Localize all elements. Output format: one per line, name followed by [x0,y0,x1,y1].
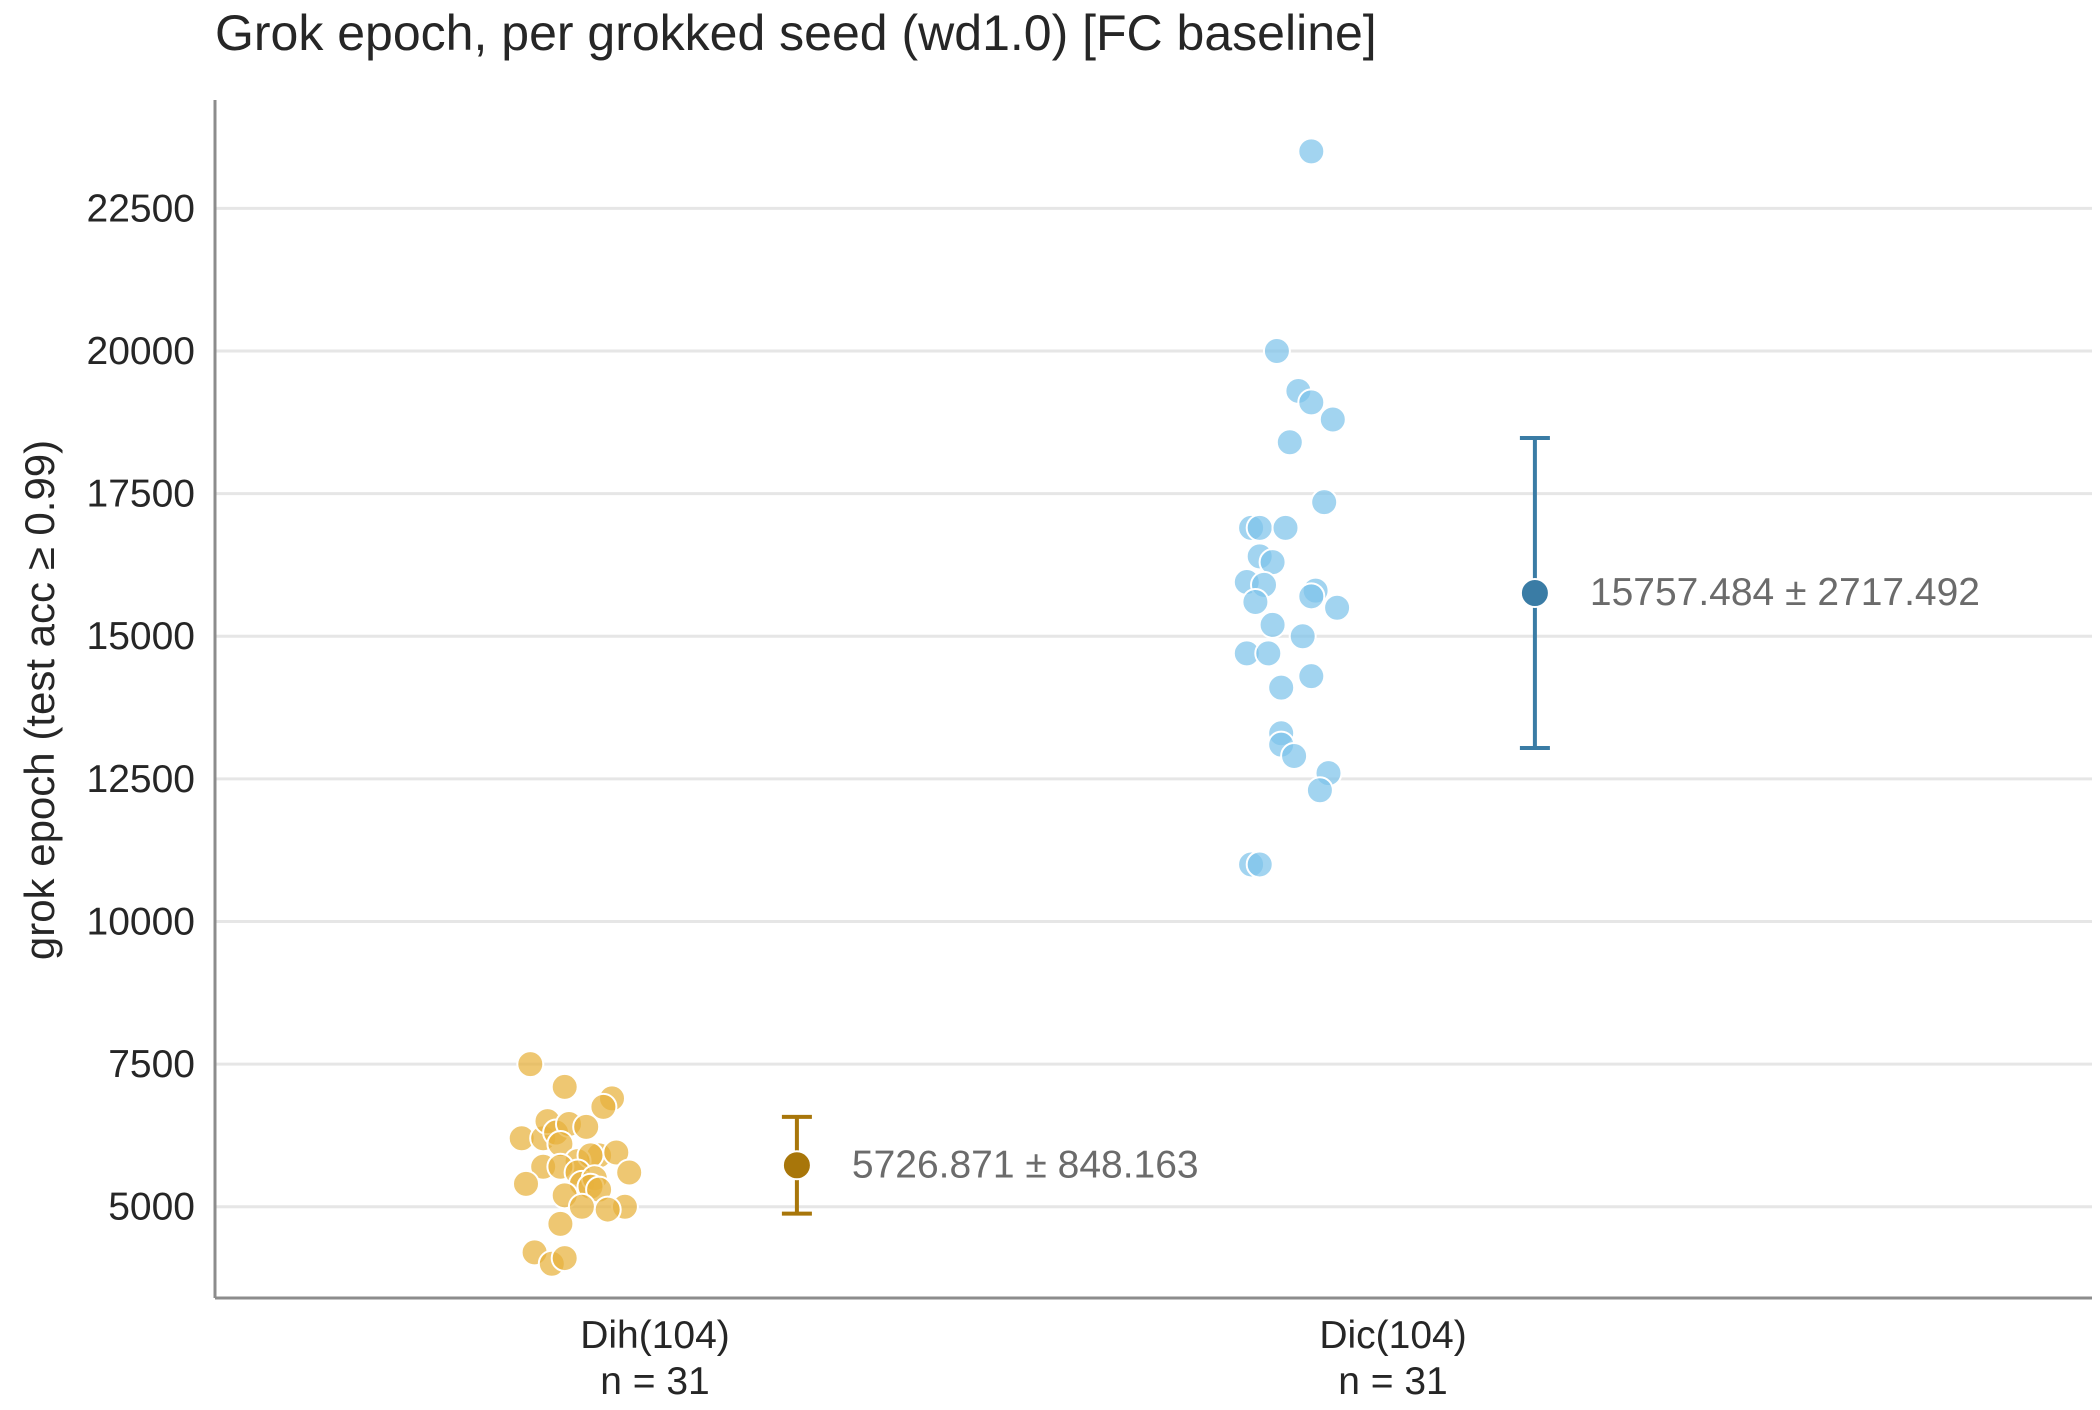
summary-annotation: 15757.484 ± 2717.492 [1590,571,1980,614]
data-point [1245,850,1274,879]
y-tick-label: 15000 [87,615,195,658]
summary-annotation: 5726.871 ± 848.163 [852,1143,1199,1186]
data-point [567,1192,596,1221]
data-point [1305,776,1334,805]
summary-errorbars: 5726.871 ± 848.163 15757.484 ± 2717.492 [781,436,1980,1216]
data-point [593,1195,622,1224]
data-point [1245,513,1274,542]
y-axis-label: grok epoch (test acc ≥ 0.99) [16,440,63,960]
data-point [1297,388,1326,417]
axes-spines [213,100,2092,1300]
data-point [572,1112,601,1141]
data-point [1258,610,1287,639]
y-tick-label: 17500 [87,473,195,516]
data-point [1267,673,1296,702]
data-point [1241,588,1270,617]
data-point [1318,405,1347,434]
gridlines [215,206,2092,1209]
data-point [1275,428,1304,457]
y-tick-label: 22500 [87,187,195,230]
data-point [1323,593,1352,622]
y-tick-label: 20000 [87,330,195,373]
y-tick-label: 7500 [108,1043,195,1086]
data-point [589,1092,618,1121]
chart-text: Grok epoch, per grokked seed (wd1.0) [FC… [16,5,1377,960]
data-point [512,1169,540,1198]
x-tick-label: Dih(104) [580,1314,730,1357]
y-tick-label: 5000 [108,1186,195,1229]
y-tick-label: 12500 [87,758,195,801]
x-tick-label: Dic(104) [1319,1314,1466,1357]
data-point [1262,337,1291,366]
data-point [550,1244,579,1273]
x-tick-n-label: n = 31 [1338,1360,1448,1403]
data-point [1271,513,1300,542]
data-point [602,1138,631,1167]
data-point [1288,622,1317,651]
data-point [1297,582,1326,611]
mean-marker [781,1150,812,1181]
data-point [1310,488,1339,517]
data-point [550,1072,579,1101]
data-point [546,1209,575,1238]
data-point [1280,742,1309,771]
data-point [1297,662,1326,691]
y-tick-label: 10000 [87,900,195,943]
x-tick-n-label: n = 31 [600,1360,710,1403]
chart-title: Grok epoch, per grokked seed (wd1.0) [FC… [215,5,1377,61]
data-point [615,1158,644,1187]
data-point [516,1050,545,1079]
data-points [507,137,1352,1278]
data-point [1297,137,1326,166]
mean-marker [1519,578,1550,609]
y-tick-labels: 5000 7500 10000 12500 15000 17500 20000 22500 [87,187,195,1228]
data-point [1254,639,1283,668]
